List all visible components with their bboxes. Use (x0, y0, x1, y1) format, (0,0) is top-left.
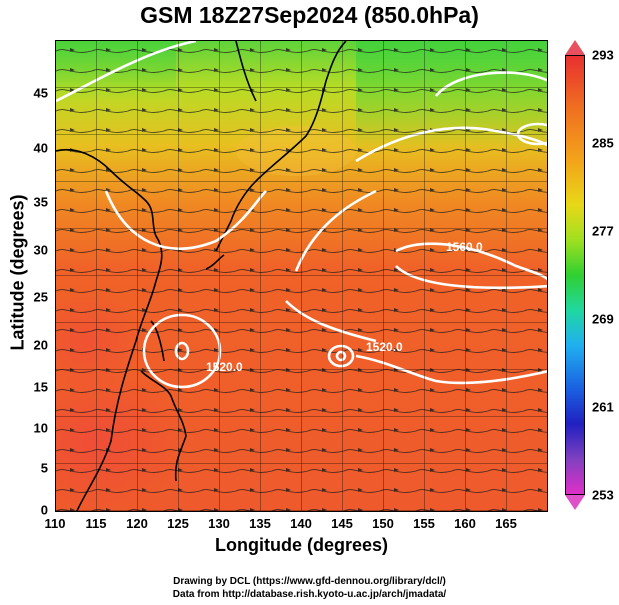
y-tick: 35 (33, 194, 48, 210)
contour-label: 1520.0 (206, 360, 243, 374)
y-tick: 40 (33, 140, 48, 156)
x-axis-label: Longitude (degrees) (214, 535, 388, 555)
lat-lon-grid (56, 41, 547, 511)
y-tick: 15 (33, 379, 48, 395)
x-tick: 115 (85, 516, 107, 531)
colorbar-top-triangle (565, 40, 585, 55)
x-tick: 160 (454, 516, 476, 531)
y-tick: 5 (40, 460, 48, 476)
contour-label: 1560.0 (446, 240, 483, 254)
y-tick: 0 (40, 502, 48, 518)
colorbar (565, 55, 585, 495)
chart-title: GSM 18Z27Sep2024 (850.0hPa) (140, 2, 479, 28)
contour-label: 1520.0 (366, 340, 403, 354)
colorbar-tick: 285 (592, 135, 614, 151)
colorbar-tick: 293 (592, 47, 614, 63)
x-tick: 165 (495, 516, 517, 531)
colorbar-tick: 277 (592, 223, 614, 239)
y-axis-label: Latitude (degrees) (7, 194, 28, 351)
x-tick: 150 (372, 516, 394, 531)
colorbar-tick: 269 (592, 311, 614, 327)
x-tick: 120 (126, 516, 148, 531)
x-tick: 145 (331, 516, 353, 531)
y-tick: 30 (33, 242, 48, 258)
colorbar-tick: 261 (592, 399, 614, 415)
x-tick: 110 (44, 516, 66, 531)
y-tick: 10 (33, 420, 48, 436)
footer-data-source: Data from http://database.rish.kyoto-u.a… (172, 589, 447, 600)
x-tick: 135 (249, 516, 271, 531)
map-plot-area: 1560.0 1520.0 1520.0 (55, 40, 548, 512)
temperature-wind-map: 1560.0 1520.0 1520.0 (56, 41, 547, 511)
x-tick: 125 (167, 516, 189, 531)
y-tick: 25 (33, 289, 48, 305)
y-tick: 45 (33, 85, 48, 101)
colorbar-bottom-triangle (565, 495, 585, 510)
x-tick: 130 (208, 516, 230, 531)
colorbar-tick: 253 (592, 487, 614, 503)
x-tick: 155 (413, 516, 435, 531)
y-tick: 20 (33, 337, 48, 353)
footer-credit-line: Drawing by DCL (https://www.gfd-dennou.o… (173, 576, 446, 587)
x-tick: 140 (290, 516, 312, 531)
